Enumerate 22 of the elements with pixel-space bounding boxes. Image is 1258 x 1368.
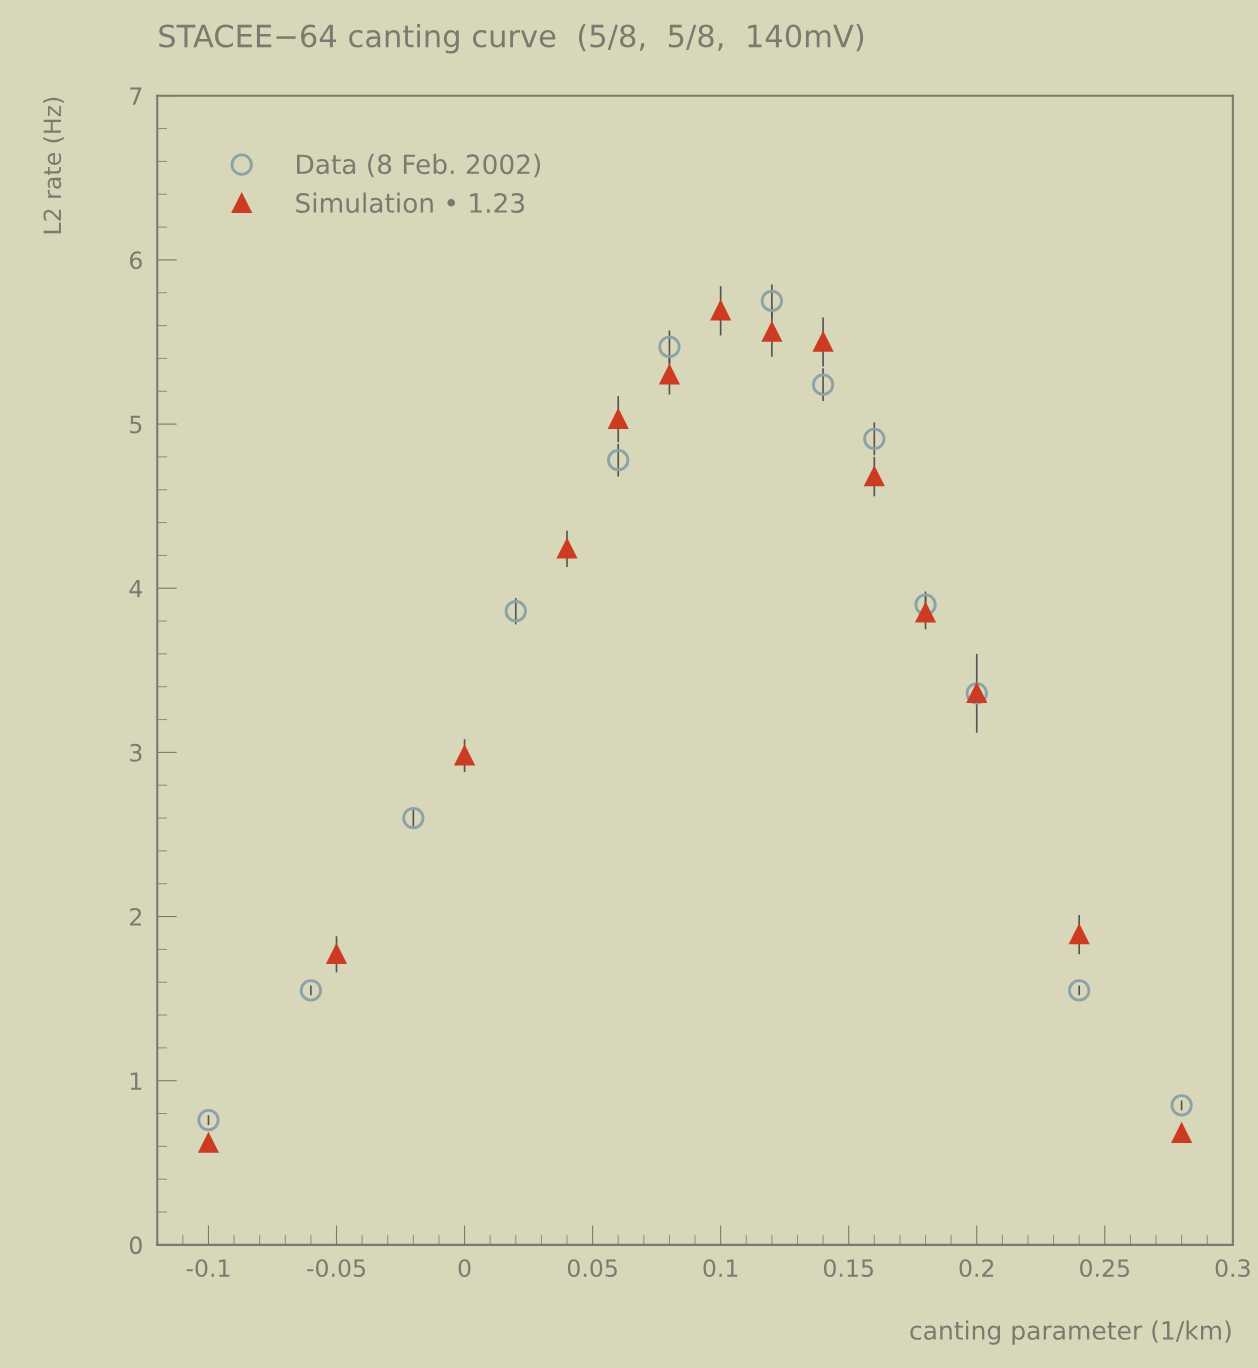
- legend-label: Simulation • 1.23: [296, 192, 525, 213]
- x-tick-label: -0.05: [307, 1259, 365, 1278]
- x-tick-label: 0.2: [959, 1259, 994, 1278]
- x-tick-label: 0.25: [1080, 1259, 1130, 1278]
- y-tick-label: 3: [130, 743, 142, 762]
- y-tick-label: 7: [130, 87, 142, 105]
- y-axis-title: L2 rate (Hz): [43, 97, 65, 234]
- y-tick-label: 2: [130, 908, 141, 926]
- x-tick-label: 0.1: [703, 1259, 738, 1278]
- x-tick-label: 0: [458, 1259, 471, 1278]
- x-axis-title: canting parameter (1/km): [910, 1320, 1231, 1345]
- x-tick-label: 0.3: [1215, 1259, 1250, 1278]
- y-tick-label: 5: [130, 415, 142, 434]
- y-tick-label: 0: [129, 1236, 142, 1255]
- x-tick-label: 0.15: [823, 1259, 873, 1278]
- x-tick-label: 0.05: [567, 1259, 617, 1278]
- legend-label: Data (8 Feb. 2002): [297, 153, 541, 178]
- x-tick-label: -0.1: [186, 1259, 230, 1278]
- chart-title: STACEE−64 canting curve (5/8, 5/8, 140mV): [159, 23, 864, 54]
- y-tick-label: 6: [129, 251, 142, 270]
- y-tick-label: 1: [130, 1072, 142, 1090]
- y-tick-label: 4: [129, 580, 143, 598]
